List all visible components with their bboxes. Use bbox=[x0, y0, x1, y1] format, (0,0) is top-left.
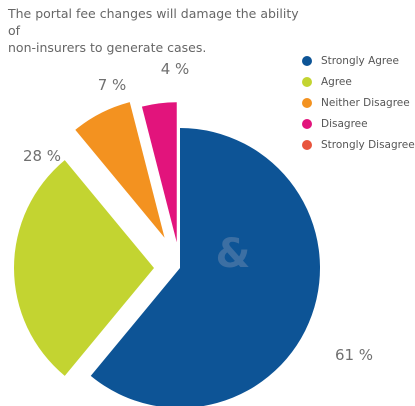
legend-item-strongly-disagree: Strongly Disagree bbox=[302, 134, 415, 155]
legend-label: Agree bbox=[321, 75, 352, 88]
legend-swatch bbox=[302, 97, 312, 108]
value-label-agree: 28 % bbox=[23, 147, 61, 165]
legend-label: Neither Disagree bbox=[321, 96, 410, 109]
chart-title-line-1: The portal fee changes will damage the a… bbox=[8, 6, 299, 38]
legend-item-neither-disagree: Neither Disagree bbox=[302, 92, 415, 113]
pie-slice-agree bbox=[14, 160, 154, 376]
legend-item-agree: Agree bbox=[302, 71, 415, 92]
value-label-strongly-agree: 61 % bbox=[335, 346, 373, 364]
chart-title: The portal fee changes will damage the a… bbox=[8, 5, 308, 56]
legend-swatch bbox=[302, 76, 312, 87]
pie-slice-disagree bbox=[141, 102, 177, 243]
chart-legend: Strongly Agree Agree Neither Disagree Disag… bbox=[302, 50, 415, 155]
legend-label: Disagree bbox=[321, 117, 368, 130]
legend-item-strongly-agree: Strongly Agree bbox=[302, 50, 415, 71]
legend-swatch bbox=[302, 55, 312, 66]
legend-label: Strongly Agree bbox=[321, 54, 399, 67]
legend-item-disagree: Disagree bbox=[302, 113, 415, 134]
legend-swatch bbox=[302, 139, 312, 150]
watermark-ampersand: & bbox=[216, 231, 251, 277]
pie-value-labels: 61 % 28 % 7 % 4 % bbox=[23, 60, 373, 364]
pie-slices bbox=[14, 102, 320, 406]
legend-swatch bbox=[302, 118, 312, 129]
pie-slice-strongly-agree bbox=[90, 128, 320, 406]
value-label-disagree: 4 % bbox=[161, 60, 190, 78]
legend-label: Strongly Disagree bbox=[321, 138, 415, 151]
chart-title-line-2: non-insurers to generate cases. bbox=[8, 40, 207, 55]
pie-slice-neither-disagree bbox=[75, 102, 165, 238]
value-label-neither-disagree: 7 % bbox=[98, 76, 127, 94]
